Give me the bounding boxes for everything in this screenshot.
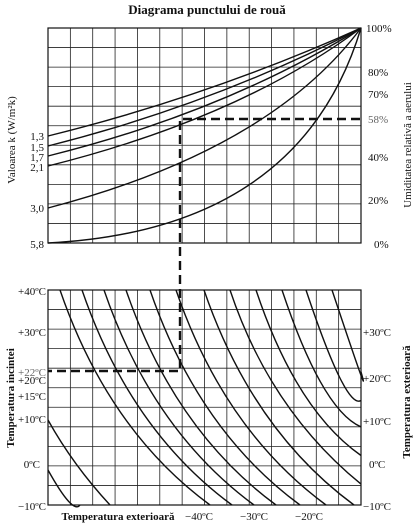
- outside-curve: [81, 289, 233, 506]
- outside-right-30: +30ºC: [363, 327, 391, 339]
- k-label-5-8: 5,8: [30, 239, 44, 251]
- humidity-20: 20%: [368, 195, 388, 207]
- reading-line: [48, 117, 360, 373]
- humidity-labels: 100% 80% 70% 58% 40% 20% 0%: [366, 23, 392, 251]
- k-value-labels: 1,3 1,5 1,7 2,1 3,0 5,8: [30, 131, 44, 251]
- k-curve-1-3: [47, 27, 362, 137]
- k-axis-label: Valoarea k (W/m²k): [6, 96, 18, 184]
- inside-22: +22ºC: [18, 367, 46, 379]
- k-curve-1-5: [47, 27, 362, 147]
- k-label-1-3: 1,3: [30, 131, 44, 143]
- upper-grid: [48, 28, 361, 243]
- outside-temperature-right-labels: +30ºC +20ºC +10ºC 0ºC −10ºC: [363, 327, 391, 513]
- outside-right-minus-10: −10ºC: [363, 501, 391, 513]
- humidity-100: 100%: [366, 23, 392, 35]
- humidity-axis-label: Umiditatea relativă a aerului: [402, 82, 414, 208]
- k-label-3-0: 3,0: [30, 203, 44, 215]
- lower-grid: [48, 290, 361, 505]
- outside-curve: [175, 289, 327, 506]
- outside-curve: [331, 289, 365, 382]
- inside-40: +40ºC: [18, 286, 46, 298]
- outside-temperature-curves: [47, 289, 365, 508]
- x-tick-minus-40: −40ºC: [185, 511, 213, 523]
- k-curve-3-0: [47, 27, 362, 209]
- outside-curve: [47, 419, 111, 506]
- outside-curve: [305, 289, 362, 402]
- outside-curve: [203, 289, 355, 506]
- humidity-0: 0%: [374, 239, 389, 251]
- outside-temperature-right-axis-label: Temperatura exterioară: [401, 345, 413, 458]
- outside-curve: [125, 289, 277, 506]
- outside-curve: [47, 469, 81, 508]
- k-curve-1-7: [47, 27, 362, 157]
- inside-0: 0ºC: [24, 459, 40, 471]
- outside-curve: [103, 289, 255, 506]
- k-curve-5-8: [47, 27, 362, 244]
- x-tick-minus-30: −30ºC: [240, 511, 268, 523]
- k-label-1-7: 1,7: [30, 152, 44, 164]
- inside-30: +30ºC: [18, 327, 46, 339]
- k-label-2-1: 2,1: [30, 162, 44, 174]
- outside-right-20: +20ºC: [363, 373, 391, 385]
- inside-temperature-axis-label: Temperatura incintei: [5, 348, 17, 448]
- inside-temperature-labels: +40ºC +30ºC +22ºC +20ºC +15ºC +10ºC 0ºC …: [18, 286, 46, 513]
- inside-15: +15ºC: [18, 391, 46, 403]
- humidity-58: 58%: [368, 114, 388, 126]
- inside-10: +10ºC: [18, 414, 46, 426]
- k-curve-2-1: [47, 27, 362, 167]
- outside-curve: [255, 289, 362, 457]
- outside-curve: [59, 289, 211, 506]
- outside-temperature-x-ticks: −40ºC −30ºC −20ºC: [185, 511, 323, 523]
- inside-20: +20ºC: [18, 375, 46, 387]
- x-tick-minus-20: −20ºC: [295, 511, 323, 523]
- outside-curve: [149, 289, 301, 506]
- outside-curve: [229, 289, 362, 485]
- outside-temperature-x-label: Temperatura exterioară: [62, 511, 175, 523]
- k-curves: [47, 27, 362, 244]
- humidity-40: 40%: [368, 152, 388, 164]
- chart-title: Diagrama punctului de rouă: [128, 2, 286, 17]
- humidity-80: 80%: [368, 67, 388, 79]
- k-label-1-5: 1,5: [30, 142, 44, 154]
- inside-minus-10: −10ºC: [18, 501, 46, 513]
- humidity-70: 70%: [368, 89, 388, 101]
- outside-right-10: +10ºC: [363, 416, 391, 428]
- outside-curve: [281, 289, 362, 428]
- outside-right-0: 0ºC: [369, 459, 385, 471]
